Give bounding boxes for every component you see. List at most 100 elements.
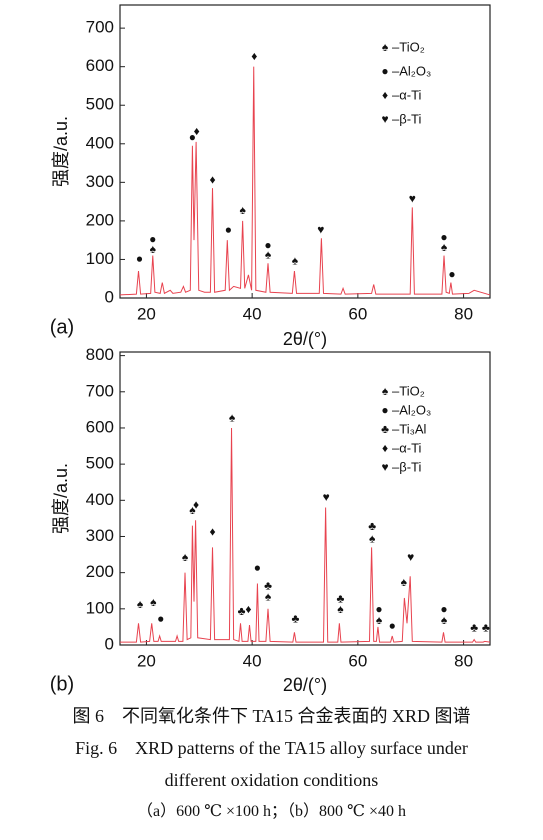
caption-en: Fig. 6 XRD patterns of the TA15 alloy su… (75, 738, 468, 758)
peak-marker: ♠ (239, 203, 246, 217)
legend-label: –β-Ti (392, 111, 421, 126)
xrd-line (120, 427, 491, 643)
x-tick-label: 80 (454, 651, 473, 670)
legend-label: –Al₂O₃ (392, 63, 431, 78)
y-tick-label: 300 (86, 526, 114, 545)
peak-marker: ♠ (189, 503, 196, 517)
peak-marker: ♠ (137, 597, 144, 611)
peak-marker: ♠ (265, 590, 272, 604)
caption-en: different oxidation conditions (164, 770, 379, 790)
legend-symbol: ♣ (381, 422, 389, 436)
peak-marker: ♥ (407, 550, 414, 564)
peak-marker: ♠ (369, 532, 376, 546)
peak-marker: ♦ (251, 49, 257, 63)
peak-marker: ● (157, 611, 164, 625)
peak-marker: ♣ (336, 591, 344, 605)
caption-cn: 图 6 不同氧化条件下 TA15 合金表面的 XRD 图谱 (72, 706, 471, 726)
peak-marker: ● (389, 619, 396, 633)
legend-symbol: ♦ (382, 441, 388, 455)
xrd-line (119, 66, 491, 296)
x-tick-label: 80 (454, 304, 473, 323)
y-tick-label: 400 (86, 490, 114, 509)
caption: 图 6 不同氧化条件下 TA15 合金表面的 XRD 图谱 Fig. 6 XRD… (0, 700, 543, 828)
peak-marker: ♥ (317, 222, 324, 236)
legend-label: –TiO₂ (392, 383, 425, 398)
y-tick-label: 500 (86, 95, 114, 114)
peak-marker: ♠ (229, 411, 236, 425)
x-tick-label: 60 (348, 304, 367, 323)
peak-marker: ● (254, 561, 261, 575)
y-tick-label: 0 (105, 287, 114, 306)
peak-marker: ♠ (150, 242, 157, 256)
y-tick-label: 200 (86, 562, 114, 581)
peak-marker: ♦ (209, 172, 215, 186)
peak-marker: ● (440, 230, 447, 244)
y-tick-label: 200 (86, 210, 114, 229)
peak-marker: ♣ (482, 620, 490, 634)
peak-marker: ♣ (238, 604, 246, 618)
x-tick-label: 40 (243, 304, 262, 323)
panel-label: (a) (50, 316, 74, 338)
y-axis-label: 强度/a.u. (51, 116, 71, 187)
legend-symbol: ♦ (382, 88, 388, 102)
peak-marker: ♠ (337, 602, 344, 616)
peak-marker: ♣ (470, 620, 478, 634)
peak-marker: ♠ (441, 240, 448, 254)
peak-marker: ● (448, 267, 455, 281)
peak-marker: ● (264, 238, 271, 252)
legend-symbol: ● (381, 64, 388, 78)
peak-marker: ● (375, 602, 382, 616)
y-tick-label: 700 (86, 18, 114, 37)
peak-marker: ♠ (150, 595, 157, 609)
panel-label: (b) (50, 673, 74, 695)
peak-marker: ♠ (376, 613, 383, 627)
caption-conditions: （a）600 ℃ ×100 h；（b）800 ℃ ×40 h (137, 803, 406, 820)
peak-marker: ♠ (441, 613, 448, 627)
peak-marker: ● (225, 222, 232, 236)
peak-marker: ♠ (401, 575, 408, 589)
peak-marker: ♣ (292, 611, 300, 625)
x-tick-label: 20 (137, 304, 156, 323)
plot-frame (119, 351, 491, 646)
y-tick-label: 0 (105, 634, 114, 653)
y-tick-label: 800 (86, 345, 114, 364)
peak-marker: ♦ (194, 124, 200, 138)
legend-label: –TiO₂ (392, 39, 425, 54)
y-tick-label: 400 (86, 133, 114, 152)
y-tick-label: 300 (86, 172, 114, 191)
legend-label: –Ti₃Al (392, 421, 427, 436)
legend-symbol: ♠ (382, 384, 389, 398)
y-tick-label: 500 (86, 454, 114, 473)
peak-marker: ♠ (292, 253, 299, 267)
peak-marker: ● (149, 232, 156, 246)
y-tick-label: 600 (86, 56, 114, 75)
legend-symbol: ♥ (381, 112, 388, 126)
y-tick-label: 100 (86, 249, 114, 268)
x-tick-label: 60 (348, 651, 367, 670)
peak-marker: ♠ (182, 550, 189, 564)
legend-symbol: ♥ (381, 460, 388, 474)
y-tick-label: 600 (86, 417, 114, 436)
legend-symbol: ♠ (382, 40, 389, 54)
y-tick-label: 100 (86, 598, 114, 617)
y-axis-label: 强度/a.u. (51, 463, 71, 534)
y-tick-label: 700 (86, 381, 114, 400)
x-axis-label: 2θ/(°) (283, 329, 327, 349)
peak-marker: ● (440, 602, 447, 616)
peak-marker: ♠ (265, 248, 272, 262)
legend-symbol: ● (381, 403, 388, 417)
x-axis-label: 2θ/(°) (283, 675, 327, 695)
plot-frame (119, 4, 491, 299)
peak-marker: ♥ (323, 490, 330, 504)
legend-label: –Al₂O₃ (392, 402, 431, 417)
peak-marker: ♣ (368, 519, 376, 533)
legend-label: –α-Ti (392, 440, 422, 455)
peak-marker: ♣ (264, 579, 272, 593)
peak-marker: ● (136, 251, 143, 265)
x-tick-label: 20 (137, 651, 156, 670)
peak-marker: ♥ (409, 192, 416, 206)
